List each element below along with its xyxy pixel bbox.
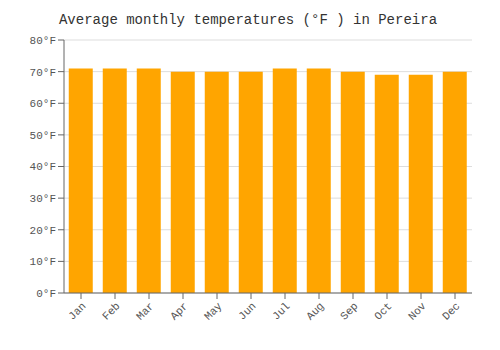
svg-text:Jun: Jun [236,300,258,322]
svg-text:Jan: Jan [66,300,88,322]
svg-text:0°F: 0°F [36,288,56,300]
svg-text:Dec: Dec [440,300,462,322]
svg-text:Feb: Feb [100,300,122,322]
svg-text:Apr: Apr [168,300,190,322]
svg-text:Nov: Nov [406,300,429,323]
svg-text:40°F: 40°F [30,161,56,173]
svg-text:10°F: 10°F [30,256,56,268]
svg-text:Sep: Sep [338,300,360,322]
svg-text:Aug: Aug [304,300,326,322]
svg-text:Jul: Jul [270,300,292,322]
svg-text:30°F: 30°F [30,193,56,205]
svg-text:20°F: 20°F [30,225,56,237]
svg-text:50°F: 50°F [30,130,56,142]
svg-text:Mar: Mar [134,300,156,322]
svg-text:May: May [202,300,225,323]
svg-text:80°F: 80°F [30,35,56,47]
svg-text:Oct: Oct [372,300,394,322]
svg-text:70°F: 70°F [30,67,56,79]
svg-text:60°F: 60°F [30,98,56,110]
html-text:Average monthly temperatures (: Average monthly temperatures (°F ) in Pe… [59,12,437,28]
